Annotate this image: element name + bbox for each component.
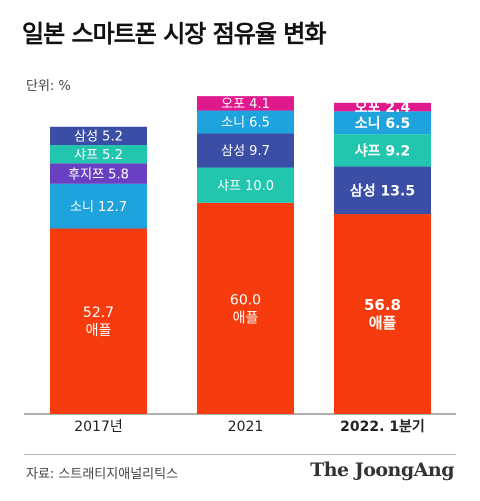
data-label: 소니 6.5: [221, 116, 270, 131]
source-note: 자료: 스트래티지애널리틱스: [26, 467, 179, 482]
data-label: 샤프 5.2: [74, 148, 123, 163]
data-label-series: 애플: [369, 314, 397, 332]
bar-segment seg-1-1: [197, 110, 294, 134]
bar-segment seg-0-0: [50, 228, 147, 414]
unit-label: 단위: %: [26, 79, 71, 94]
data-label-series: 애플: [233, 310, 259, 326]
bar-segment seg-2-1: [334, 111, 431, 135]
data-label: 후지쯔 5.8: [68, 167, 129, 182]
data-label: 소니 12.7: [70, 200, 127, 215]
data-label: 삼성 9.7: [221, 144, 270, 159]
bar-segment seg-2-5: [334, 102, 431, 112]
bar-segment seg-0-2: [50, 163, 147, 184]
x-tick-label: 2021: [228, 419, 264, 435]
bar-segment seg-2-3: [334, 134, 431, 167]
data-label: 샤프 10.0: [217, 179, 274, 194]
chart-title: 일본 스마트폰 시장 점유율 변화: [22, 20, 326, 48]
data-label: 오포 4.1: [221, 97, 270, 112]
bar-segment seg-2-4: [334, 166, 431, 215]
bar-segment seg-0-1: [50, 183, 147, 229]
bar-segment seg-1-5: [197, 96, 294, 111]
bar-segment seg-0-4: [50, 126, 147, 146]
x-tick-label: 2022. 1분기: [340, 419, 425, 435]
x-tick-label: 2017년: [74, 419, 123, 435]
data-label: 샤프 9.2: [355, 143, 410, 159]
data-label-value: 56.8: [364, 296, 401, 314]
data-label: 삼성 13.5: [350, 183, 415, 199]
bar-segment seg-1-3: [197, 167, 294, 203]
data-label: 오포 2.4: [355, 100, 411, 116]
bar-segment seg-1-0: [197, 202, 294, 414]
data-label: 소니 6.5: [355, 116, 410, 132]
data-label: 삼성 5.2: [74, 130, 123, 145]
footer-divider: [24, 454, 456, 455]
brand-logo: The JoongAng: [310, 459, 454, 481]
data-label-value: 60.0: [230, 292, 261, 308]
bar-segment seg-0-3: [50, 145, 147, 164]
data-label-value: 52.7: [83, 305, 114, 321]
bar-segment seg-1-4: [197, 133, 294, 168]
data-label-series: 애플: [86, 323, 112, 339]
bar-segment seg-2-0: [334, 214, 431, 414]
